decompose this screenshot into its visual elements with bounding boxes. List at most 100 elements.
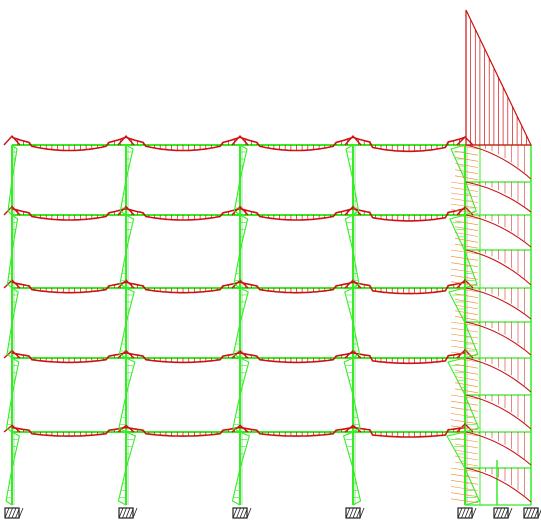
annex-axial-hatch xyxy=(450,249,479,255)
column-moment-hatching xyxy=(5,144,481,506)
support-hatch xyxy=(122,507,127,519)
annex-axial-hatch xyxy=(454,226,479,231)
annex-axial-hatch xyxy=(454,238,479,243)
support-hatch xyxy=(129,507,134,519)
annex-axial-hatch xyxy=(450,203,479,209)
support-hatch xyxy=(497,507,502,519)
annex-axial-hatch xyxy=(450,187,479,192)
beam-moment-peak xyxy=(117,134,135,146)
support-hatch xyxy=(507,507,513,519)
support-hatch xyxy=(4,507,10,519)
column-moment-diagram xyxy=(231,431,251,506)
annex-axial-hatch xyxy=(454,150,479,156)
column-moment-diagram xyxy=(345,144,360,216)
annex-axial-hatch xyxy=(450,339,479,345)
annex-moment-curve xyxy=(465,287,532,320)
annex-axial-hatch xyxy=(454,431,479,437)
column-moment-diagram xyxy=(5,431,21,506)
supports xyxy=(4,507,541,519)
support-hatch xyxy=(132,507,138,519)
annex-axial-hatch xyxy=(450,327,479,333)
annex-axial-hatch xyxy=(454,214,479,220)
annex-axial-hatch xyxy=(454,175,479,181)
annex-axial-hatch xyxy=(450,467,479,473)
annex-axial-hatch xyxy=(454,437,479,443)
fixed-support-icon xyxy=(232,507,252,519)
support-hatch xyxy=(457,507,463,519)
annex-axial-hatch xyxy=(454,316,479,321)
annex-moment-diagram xyxy=(450,9,532,504)
support-hatch xyxy=(349,507,354,519)
annex-axial-hatch xyxy=(454,376,479,381)
support-hatch xyxy=(239,507,245,519)
annex-axial-hatch xyxy=(450,345,479,351)
column-moment-diagram xyxy=(232,287,249,359)
annex-moment-curve xyxy=(465,357,532,393)
annex-axial-hatch xyxy=(450,198,479,203)
annex-axial-hatch xyxy=(454,443,479,449)
annex-axial-hatch xyxy=(454,363,479,369)
support-hatch xyxy=(18,507,24,519)
beam-moment-peak xyxy=(456,349,474,359)
beam-moment-peak xyxy=(344,279,362,289)
column-moment-diagram xyxy=(118,287,135,359)
annex-axial-hatch xyxy=(454,304,479,310)
annex-axial-hatch xyxy=(454,449,479,455)
column-moment-diagram xyxy=(119,144,134,216)
beam-moment-curves xyxy=(3,134,474,438)
annex-axial-hatch xyxy=(454,370,479,375)
column-moment-diagram xyxy=(233,144,248,216)
beam-moment-peak xyxy=(117,279,135,289)
support-hatch xyxy=(232,507,238,519)
annex-axial-hatch xyxy=(450,486,479,491)
column-moment-diagram xyxy=(232,357,250,433)
beam-moment-curve xyxy=(352,136,466,153)
annex-axial-hatch xyxy=(450,192,479,198)
column-moment-diagram xyxy=(449,214,478,289)
support-hatch xyxy=(461,507,466,519)
annex-axial-hatch xyxy=(454,461,479,467)
beam-moment-peak xyxy=(456,279,474,289)
beam-moment-peak xyxy=(344,424,362,433)
annex-axial-hatch xyxy=(454,169,479,174)
annex-axial-hatch xyxy=(454,299,479,304)
support-hatch xyxy=(243,507,248,519)
annex-axial-hatch xyxy=(450,321,479,327)
column-moment-diagram xyxy=(118,357,136,433)
annex-moment-curve xyxy=(465,249,532,286)
beam-moment-peak xyxy=(3,279,21,289)
annex-axial-hatch xyxy=(454,243,479,249)
support-hatch xyxy=(468,507,473,519)
annex-axial-hatch xyxy=(450,209,479,214)
annex-axial-hatch xyxy=(450,256,479,261)
annex-moment-curve xyxy=(465,467,532,503)
annex-axial-hatch xyxy=(450,498,479,504)
column-moment-diagram xyxy=(119,214,135,289)
annex-axial-hatch xyxy=(450,262,479,267)
annex-axial-hatch xyxy=(454,232,479,237)
beam-moment-curve xyxy=(125,136,241,152)
column-moment-diagram xyxy=(117,431,137,506)
annex-axial-hatch xyxy=(450,413,479,418)
annex-axial-hatch xyxy=(450,181,479,187)
annex-axial-hatch xyxy=(450,480,479,485)
annex-axial-hatch xyxy=(454,163,479,168)
support-hatch xyxy=(464,507,470,519)
support-hatch xyxy=(15,507,20,519)
beam-moment-peak xyxy=(231,205,249,216)
beam-moment-peak xyxy=(117,424,135,433)
beam-moment-peak xyxy=(3,424,21,433)
fixed-support-icon xyxy=(118,507,138,519)
support-hatch xyxy=(125,507,131,519)
support-hatch xyxy=(534,507,539,519)
column-moment-diagram xyxy=(342,431,362,506)
support-hatch xyxy=(8,507,13,519)
annex-axial-hatch xyxy=(450,492,479,497)
beam-moment-peak xyxy=(231,279,249,289)
column-moment-diagram xyxy=(233,214,249,289)
support-hatch xyxy=(356,507,361,519)
column-moment-diagram xyxy=(7,144,18,216)
fixed-support-icon xyxy=(4,507,24,519)
